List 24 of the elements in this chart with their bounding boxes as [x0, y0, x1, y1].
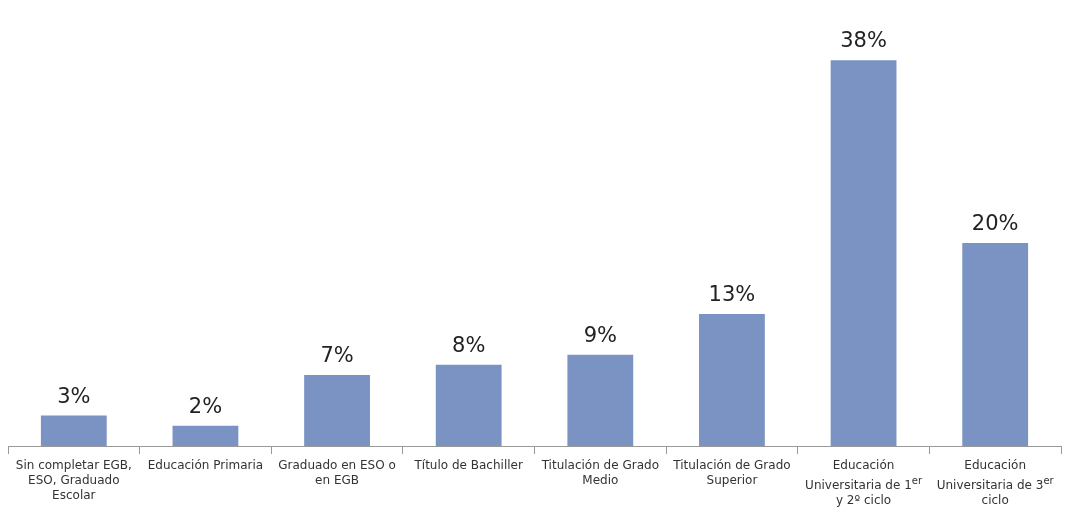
bar [962, 243, 1029, 446]
x-tick-label: Educación Primaria [146, 458, 265, 473]
data-label: 3% [57, 383, 91, 408]
category-label: Educación Universitaria de 3$^{er}$ ciclo [936, 458, 1054, 507]
bar [40, 415, 107, 446]
x-tick-label: Titulación de Grado Superior [672, 458, 792, 488]
bar [172, 425, 239, 446]
data-label: 7% [320, 342, 354, 367]
bar [830, 60, 897, 446]
x-tick-label: Titulación de Grado Medio [540, 458, 660, 488]
bar [699, 314, 765, 446]
x-tick-label: Sin completar EGB, ESO, Graduado Escolar [14, 458, 133, 503]
data-label: 13% [708, 282, 756, 306]
data-label: 20% [971, 210, 1019, 235]
bar [435, 364, 502, 446]
x-tick-label: Título de Bachiller [413, 458, 524, 473]
data-label: 8% [452, 332, 486, 357]
x-tick-label: Graduado en ESO o en EGB [277, 458, 397, 488]
data-label: 9% [583, 322, 617, 347]
bar [567, 354, 634, 446]
category-label: Educación Universitaria de 1$^{er}$ y 2º ciclo [805, 458, 923, 507]
bar [304, 374, 370, 446]
data-label: 2% [188, 393, 223, 418]
data-label: 38% [840, 28, 887, 53]
